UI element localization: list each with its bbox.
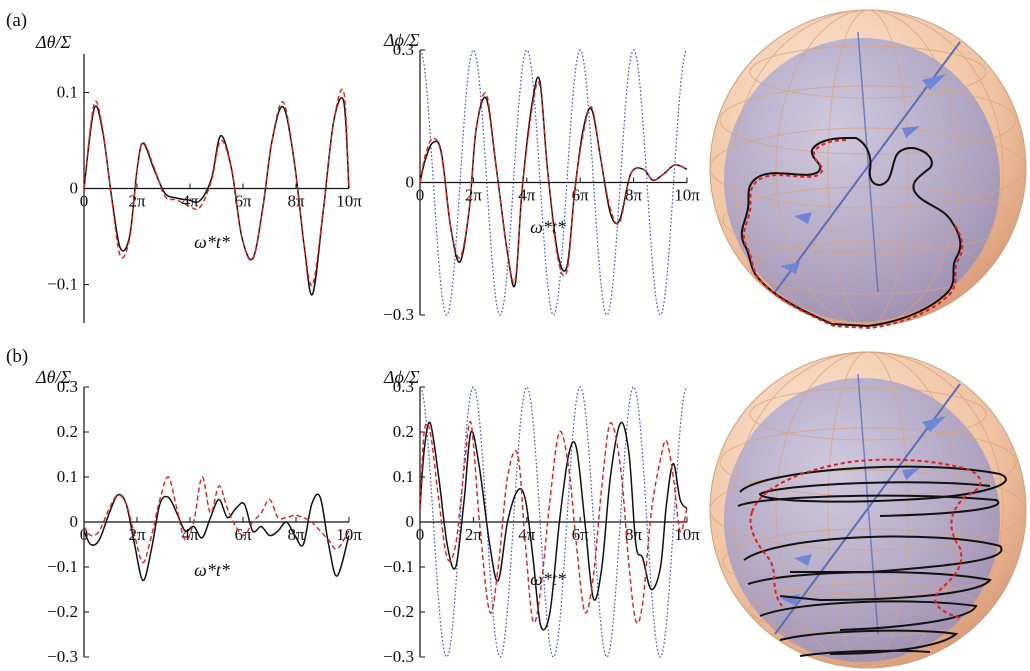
y-tick-label: −0.3 — [383, 305, 414, 324]
y-axis-label: Δϕ/Σ — [383, 367, 420, 387]
x-tick-label: 8π — [287, 192, 305, 211]
y-axis-label: Δϕ/Σ — [383, 30, 420, 50]
sphere-b — [709, 351, 1027, 669]
series-line-1 — [83, 476, 350, 564]
x-tick-label: 2π — [128, 192, 146, 211]
x-tick-label: 6π — [572, 525, 590, 544]
series-line-2 — [419, 420, 688, 624]
y-tick-label: 0.2 — [393, 422, 414, 441]
y-tick-label: −0.1 — [383, 557, 414, 576]
x-tick-label: 6π — [572, 186, 590, 205]
sphere-a-trajectory-computed — [740, 137, 962, 328]
y-tick-label: −0.1 — [47, 275, 78, 294]
series-line-1 — [83, 88, 350, 287]
x-axis-label: ω*t* — [530, 569, 566, 589]
x-tick-label: 2π — [465, 525, 483, 544]
x-tick-label: 2π — [465, 186, 483, 205]
panel-label-b: (b) — [6, 346, 28, 367]
sphere-b-arrow-icon — [794, 554, 812, 566]
y-axis-label: Δθ/Σ — [35, 32, 71, 52]
sphere-a-arrow-icon — [902, 126, 920, 138]
x-tick-label: 8π — [625, 186, 643, 205]
sphere-b-trajectory-approx — [749, 458, 982, 619]
series-line-0 — [83, 97, 350, 296]
y-tick-label: 0 — [70, 512, 79, 531]
panel-label-a: (a) — [6, 10, 27, 31]
x-tick-label: 6π — [234, 525, 252, 544]
y-tick-label: −0.2 — [47, 602, 78, 621]
x-axis-label: ω*t* — [530, 217, 566, 237]
series-line-0 — [419, 49, 688, 316]
sphere-b-inner — [724, 378, 1000, 662]
plot-b-dphi: −0.3−0.2−0.100.10.20.30 2π 4π 6π 8π 10πΔϕ/Σω*… — [383, 367, 700, 666]
sphere-b-arrow-icon — [902, 468, 920, 480]
x-tick-label: 4π — [518, 525, 536, 544]
sphere-b-grid — [709, 351, 1027, 669]
y-tick-label: 0.1 — [393, 467, 414, 486]
series-line-0 — [83, 493, 350, 582]
y-tick-label: 0.1 — [57, 467, 78, 486]
x-tick-label: 10π — [336, 192, 362, 211]
x-tick-label: 10π — [674, 186, 700, 205]
y-tick-label: 0.3 — [393, 40, 414, 59]
sphere-a-inner — [724, 38, 1000, 322]
y-tick-label: −0.3 — [47, 647, 78, 666]
y-tick-label: 0 — [406, 173, 415, 192]
sphere-a-axis-2 — [857, 31, 879, 293]
y-tick-label: −0.2 — [383, 602, 414, 621]
x-tick-label: 0 — [416, 525, 425, 544]
y-tick-label: 0 — [70, 179, 79, 198]
x-tick-label: 10π — [674, 525, 700, 544]
y-tick-label: 0.2 — [57, 422, 78, 441]
sphere-a-arrow-icon — [794, 212, 812, 224]
sphere-a-trajectory-approx — [742, 139, 964, 330]
x-tick-label: 0 — [416, 186, 425, 205]
sphere-b-trajectory-computed — [737, 465, 1007, 657]
y-tick-label: 0 — [406, 512, 415, 531]
x-tick-label: 8π — [625, 525, 643, 544]
sphere-a-arrow-icon — [922, 74, 946, 90]
x-tick-label: 0 — [80, 525, 89, 544]
x-axis-label: ω*t* — [194, 560, 230, 580]
sphere-a — [709, 9, 1027, 330]
y-tick-label: −0.1 — [47, 557, 78, 576]
sphere-b-arrow-icon — [922, 416, 946, 432]
x-tick-label: 0 — [80, 192, 89, 211]
y-tick-label: 0.3 — [57, 377, 78, 396]
series-line-1 — [419, 421, 688, 631]
x-axis-label: ω*t* — [194, 232, 230, 252]
x-tick-label: 6π — [234, 192, 252, 211]
y-tick-label: 0.3 — [393, 377, 414, 396]
series-line-2 — [419, 81, 688, 284]
sphere-a-arrow-icon — [780, 262, 800, 274]
plot-b-dtheta: −0.3−0.2−0.100.10.20.30 2π 4π 6π 8π 10πΔθ/Σω*… — [35, 367, 362, 666]
x-tick-label: 10π — [336, 525, 362, 544]
sphere-b-axis-2 — [857, 373, 879, 635]
y-axis-label: Δθ/Σ — [35, 367, 71, 387]
y-tick-label: 0.1 — [57, 82, 78, 101]
series-line-0 — [419, 386, 688, 658]
y-tick-label: −0.3 — [383, 647, 414, 666]
x-tick-label: 4π — [181, 525, 199, 544]
